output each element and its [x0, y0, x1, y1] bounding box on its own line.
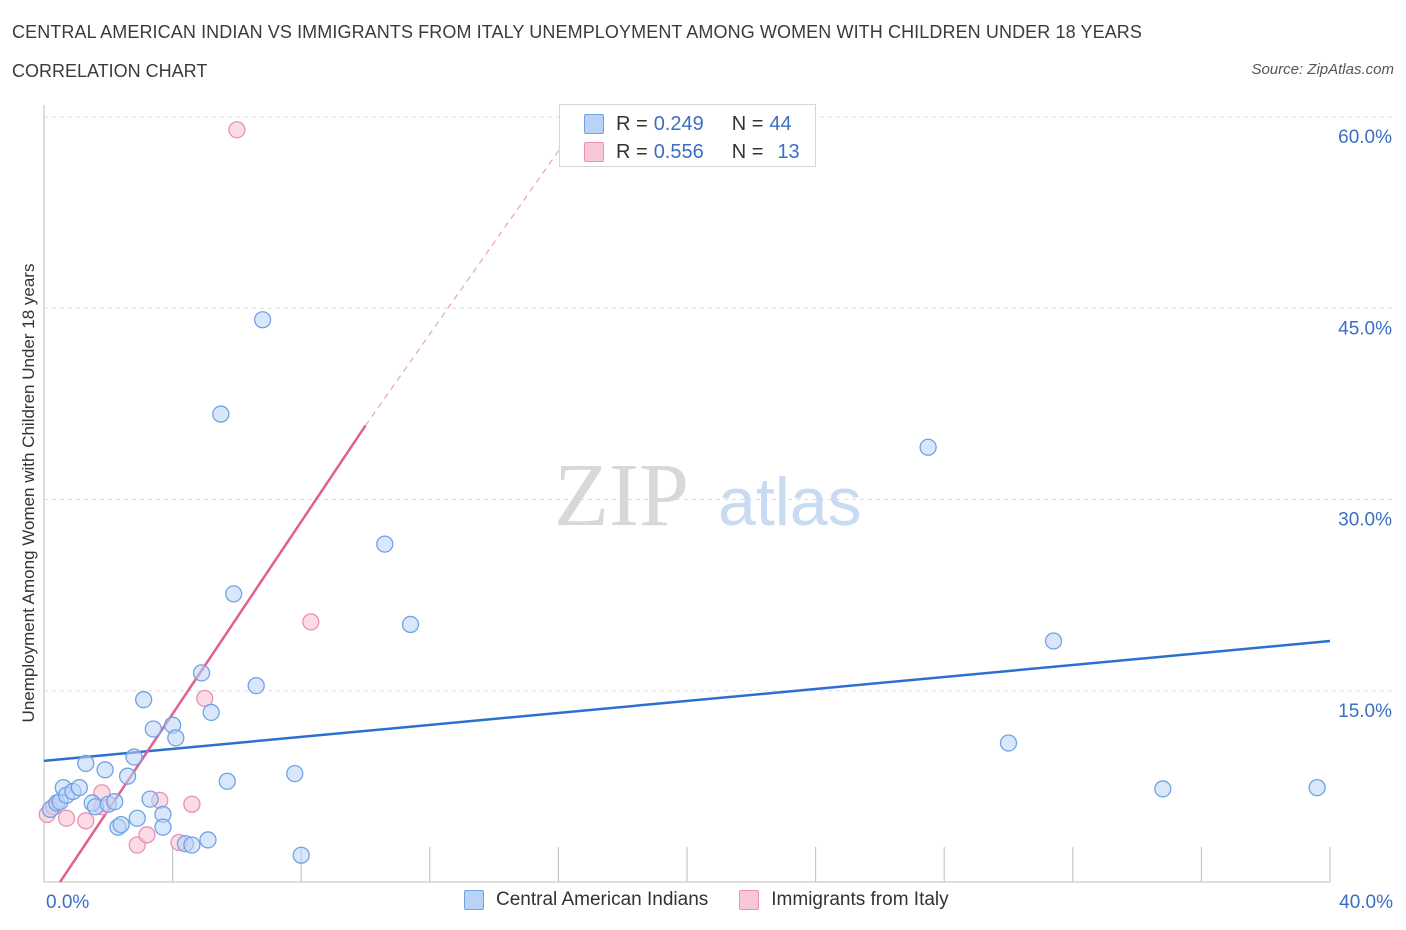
data-point-immigrants-from-italy[interactable]: [138, 826, 156, 844]
data-point-immigrants-from-italy[interactable]: [228, 121, 246, 139]
blue-swatch: [584, 114, 604, 134]
r-label: R =: [616, 140, 648, 163]
data-point-central-american-indians[interactable]: [253, 311, 272, 329]
data-point-central-american-indians[interactable]: [96, 761, 114, 779]
watermark-zip: ZIP: [554, 446, 689, 545]
data-point-central-american-indians[interactable]: [202, 703, 220, 722]
series-legend: Central American Indians Immigrants from…: [464, 889, 980, 911]
r-label: R =: [616, 112, 648, 135]
data-point-immigrants-from-italy[interactable]: [196, 689, 214, 708]
legend-item-immigrants-from-italy[interactable]: Immigrants from Italy: [739, 889, 949, 911]
data-point-central-american-indians[interactable]: [77, 754, 95, 773]
r-value: 0.556: [653, 140, 704, 163]
data-point-immigrants-from-italy[interactable]: [77, 812, 95, 830]
y-tick-label: 15.0%: [1338, 701, 1392, 722]
data-point-central-american-indians[interactable]: [70, 779, 89, 797]
data-point-central-american-indians[interactable]: [401, 615, 420, 634]
y-tick-label: 30.0%: [1338, 510, 1392, 531]
stats-legend-row-pink: R = 0.556 N = 13: [584, 140, 800, 164]
data-point-central-american-indians[interactable]: [112, 815, 130, 834]
legend-label: Central American Indians: [496, 889, 709, 910]
data-point-central-american-indians[interactable]: [106, 793, 124, 811]
chart-subtitle: CORRELATION CHART: [12, 61, 208, 81]
data-point-central-american-indians[interactable]: [118, 767, 137, 785]
tick-label-layer: 15.0% 30.0% 45.0% 60.0% 0.0% 40.0%: [46, 127, 1393, 913]
data-point-central-american-indians[interactable]: [292, 846, 310, 864]
n-value: 44: [769, 112, 792, 135]
data-point-central-american-indians[interactable]: [1044, 632, 1063, 650]
data-point-central-american-indians[interactable]: [141, 790, 159, 808]
trend-line-extension-immigrants-from-italy: [365, 114, 585, 426]
data-point-immigrants-from-italy[interactable]: [183, 795, 201, 813]
data-point-central-american-indians[interactable]: [286, 764, 304, 783]
data-point-central-american-indians[interactable]: [144, 720, 162, 738]
data-point-central-american-indians[interactable]: [1154, 780, 1172, 798]
watermark: ZIP atlas: [554, 446, 862, 545]
source-label: Source: ZipAtlas.com: [1251, 61, 1394, 78]
data-point-central-american-indians[interactable]: [247, 677, 265, 695]
data-point-central-american-indians[interactable]: [919, 438, 937, 456]
x-tick-label-min: 0.0%: [46, 892, 89, 913]
data-point-immigrants-from-italy[interactable]: [57, 809, 76, 827]
n-label: N =: [731, 140, 764, 163]
data-point-central-american-indians[interactable]: [154, 818, 172, 836]
axis-layer: [43, 105, 1330, 883]
n-value: 13: [777, 140, 800, 163]
data-point-central-american-indians[interactable]: [183, 836, 201, 854]
data-point-central-american-indians[interactable]: [167, 729, 185, 747]
data-point-central-american-indians[interactable]: [376, 535, 394, 553]
trend-line-central-american-indians: [43, 639, 1331, 763]
y-tick-label: 60.0%: [1338, 127, 1392, 148]
r-value: 0.249: [653, 112, 704, 135]
stats-legend: R = 0.249 N = 44 R = 0.556 N = 13: [559, 104, 816, 167]
y-tick-label: 45.0%: [1338, 318, 1392, 339]
data-point-central-american-indians[interactable]: [125, 748, 143, 766]
legend-item-central-american-indians[interactable]: Central American Indians: [464, 889, 708, 911]
data-point-central-american-indians[interactable]: [218, 772, 236, 790]
n-label: N =: [731, 112, 764, 135]
blue-swatch: [464, 890, 484, 910]
data-point-central-american-indians[interactable]: [128, 809, 146, 827]
stats-legend-row-blue: R = 0.249 N = 44: [584, 112, 792, 136]
x-tick-label-max: 40.0%: [1339, 892, 1393, 913]
y-axis-label: Unemployment Among Women with Children U…: [19, 264, 38, 723]
data-point-central-american-indians[interactable]: [1308, 779, 1326, 797]
data-point-central-american-indians[interactable]: [199, 831, 217, 849]
pink-swatch: [739, 890, 760, 910]
pink-swatch: [584, 142, 604, 162]
data-point-central-american-indians[interactable]: [192, 664, 211, 682]
chart-title: CENTRAL AMERICAN INDIAN VS IMMIGRANTS FR…: [12, 22, 1143, 42]
data-point-central-american-indians[interactable]: [999, 734, 1018, 752]
data-point-immigrants-from-italy[interactable]: [302, 613, 320, 631]
data-point-central-american-indians[interactable]: [212, 405, 230, 423]
point-layer: [38, 121, 1326, 864]
legend-label: Immigrants from Italy: [771, 889, 949, 910]
data-point-central-american-indians[interactable]: [135, 691, 153, 709]
watermark-atlas: atlas: [718, 464, 862, 540]
data-point-central-american-indians[interactable]: [225, 585, 243, 603]
